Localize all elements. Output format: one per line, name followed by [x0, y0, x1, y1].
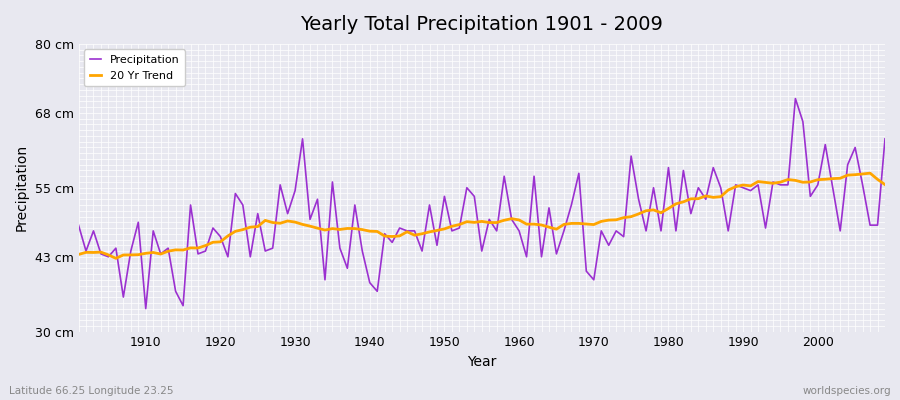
20 Yr Trend	[73, 252, 84, 257]
20 Yr Trend	[611, 218, 622, 222]
20 Yr Trend	[865, 171, 876, 176]
Precipitation	[611, 228, 622, 233]
Precipitation	[514, 228, 525, 233]
20 Yr Trend	[111, 256, 122, 261]
Precipitation	[140, 306, 151, 311]
Title: Yearly Total Precipitation 1901 - 2009: Yearly Total Precipitation 1901 - 2009	[301, 15, 663, 34]
Precipitation	[790, 96, 801, 101]
20 Yr Trend	[514, 218, 525, 222]
20 Yr Trend	[349, 226, 360, 231]
20 Yr Trend	[304, 224, 315, 228]
Precipitation	[879, 136, 890, 141]
20 Yr Trend	[879, 182, 890, 187]
Line: 20 Yr Trend: 20 Yr Trend	[78, 173, 885, 258]
Precipitation	[349, 202, 360, 207]
Line: Precipitation: Precipitation	[78, 98, 885, 308]
Precipitation	[304, 217, 315, 222]
Precipitation	[521, 254, 532, 259]
Legend: Precipitation, 20 Yr Trend: Precipitation, 20 Yr Trend	[84, 50, 185, 86]
Y-axis label: Precipitation: Precipitation	[15, 144, 29, 231]
Text: worldspecies.org: worldspecies.org	[803, 386, 891, 396]
Precipitation	[133, 220, 144, 225]
20 Yr Trend	[521, 222, 532, 226]
X-axis label: Year: Year	[467, 355, 497, 369]
Text: Latitude 66.25 Longitude 23.25: Latitude 66.25 Longitude 23.25	[9, 386, 174, 396]
Precipitation	[73, 223, 84, 228]
20 Yr Trend	[140, 251, 151, 256]
